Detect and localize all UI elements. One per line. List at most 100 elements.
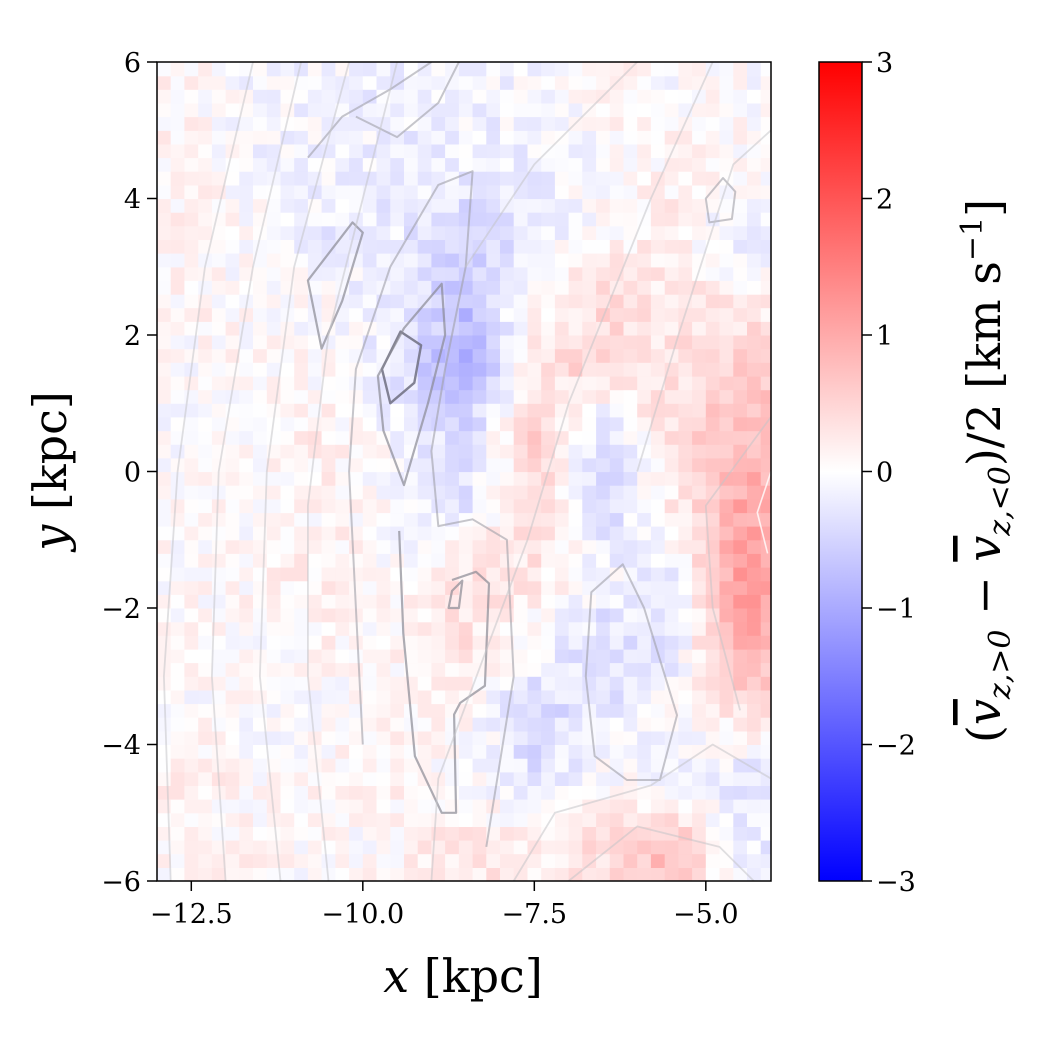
heatmap-cell	[294, 648, 309, 664]
y-axis-title: y [kpc]	[23, 391, 77, 553]
heatmap-cell	[445, 416, 460, 432]
heatmap-cell	[747, 553, 762, 568]
heatmap-cell	[184, 799, 199, 814]
heatmap-cell	[239, 375, 254, 391]
heatmap-cell	[719, 771, 734, 786]
heatmap-cell	[335, 867, 350, 881]
heatmap-cell	[321, 171, 336, 186]
heatmap-cell	[211, 812, 227, 827]
heatmap-cell	[280, 771, 295, 786]
heatmap-cell	[596, 266, 611, 281]
heatmap-cell	[596, 171, 611, 186]
heatmap-cell	[335, 471, 350, 486]
heatmap-cell	[527, 416, 542, 432]
heatmap-cell	[417, 689, 432, 705]
heatmap-cell	[307, 116, 323, 131]
heatmap-cell	[349, 498, 364, 514]
heatmap-cell	[225, 471, 240, 486]
heatmap-cell	[513, 335, 528, 350]
heatmap-cell	[596, 553, 611, 568]
heatmap-cell	[596, 689, 611, 705]
heatmap-cell	[609, 375, 625, 391]
heatmap-cell	[609, 403, 625, 418]
heatmap-cell	[239, 184, 254, 200]
heatmap-cell	[692, 403, 707, 418]
heatmap-cell	[445, 280, 460, 295]
heatmap-cell	[637, 799, 652, 814]
heatmap-cell	[376, 253, 391, 268]
heatmap-cell	[417, 212, 432, 227]
heatmap-cell	[211, 730, 227, 745]
heatmap-cell	[184, 225, 199, 240]
heatmap-cell	[568, 403, 583, 418]
heatmap-cell	[417, 75, 432, 90]
heatmap-cell	[582, 662, 597, 677]
heatmap-cell	[637, 75, 652, 90]
heatmap-cell	[239, 389, 254, 404]
heatmap-cell	[157, 771, 172, 786]
heatmap-cell	[486, 744, 501, 759]
heatmap-cell	[500, 335, 515, 350]
heatmap-cell	[705, 689, 721, 705]
heatmap-cell	[253, 239, 268, 254]
heatmap-cell	[390, 280, 405, 295]
heatmap-cell	[582, 689, 597, 705]
heatmap-cell	[719, 102, 734, 118]
heatmap-cell	[184, 157, 199, 172]
heatmap-cell	[390, 375, 405, 391]
heatmap-cell	[170, 826, 185, 841]
heatmap-cell	[170, 62, 185, 77]
heatmap-cell	[225, 840, 240, 855]
heatmap-cell	[211, 321, 227, 336]
heatmap-cell	[225, 389, 240, 404]
heatmap-cell	[335, 239, 350, 254]
heatmap-cell	[362, 703, 378, 718]
heatmap-cell	[500, 266, 515, 281]
heatmap-cell	[184, 130, 199, 145]
heatmap-cell	[623, 526, 638, 541]
heatmap-cell	[321, 648, 336, 664]
heatmap-cell	[733, 812, 748, 827]
heatmap-cell	[582, 89, 597, 104]
heatmap-cell	[623, 553, 638, 568]
heatmap-cell	[500, 457, 515, 473]
heatmap-cell	[335, 444, 350, 459]
heatmap-cell	[280, 294, 295, 309]
heatmap-cell	[733, 744, 748, 759]
heatmap-cell	[362, 840, 378, 855]
heatmap-cell	[445, 703, 460, 718]
heatmap-cell	[692, 62, 707, 77]
heatmap-cell	[637, 853, 652, 868]
heatmap-cell	[500, 430, 515, 445]
heatmap-cell	[760, 75, 771, 90]
heatmap-cell	[664, 130, 679, 145]
heatmap-cell	[376, 498, 391, 514]
heatmap-cell	[417, 253, 432, 268]
heatmap-cell	[733, 212, 748, 227]
heatmap-cell	[321, 539, 336, 554]
heatmap-cell	[362, 689, 378, 705]
heatmap-cell	[596, 812, 611, 827]
heatmap-cell	[486, 416, 501, 432]
heatmap-cell	[170, 485, 185, 500]
heatmap-cell	[349, 171, 364, 186]
heatmap-cell	[705, 703, 721, 718]
heatmap-cell	[609, 184, 625, 200]
heatmap-cell	[596, 403, 611, 418]
heatmap-cell	[527, 239, 542, 254]
heatmap-cell	[376, 171, 391, 186]
heatmap-cell	[417, 730, 432, 745]
heatmap-cell	[664, 430, 679, 445]
heatmap-cell	[541, 416, 556, 432]
heatmap-cell	[513, 512, 528, 527]
heatmap-cell	[362, 471, 378, 486]
heatmap-cell	[650, 580, 666, 595]
heatmap-cell	[335, 266, 350, 281]
heatmap-cell	[376, 785, 391, 800]
heatmap-cell	[266, 307, 282, 322]
heatmap-cell	[747, 648, 762, 664]
heatmap-cell	[541, 335, 556, 350]
heatmap-cell	[719, 608, 734, 623]
heatmap-cell	[307, 102, 323, 118]
